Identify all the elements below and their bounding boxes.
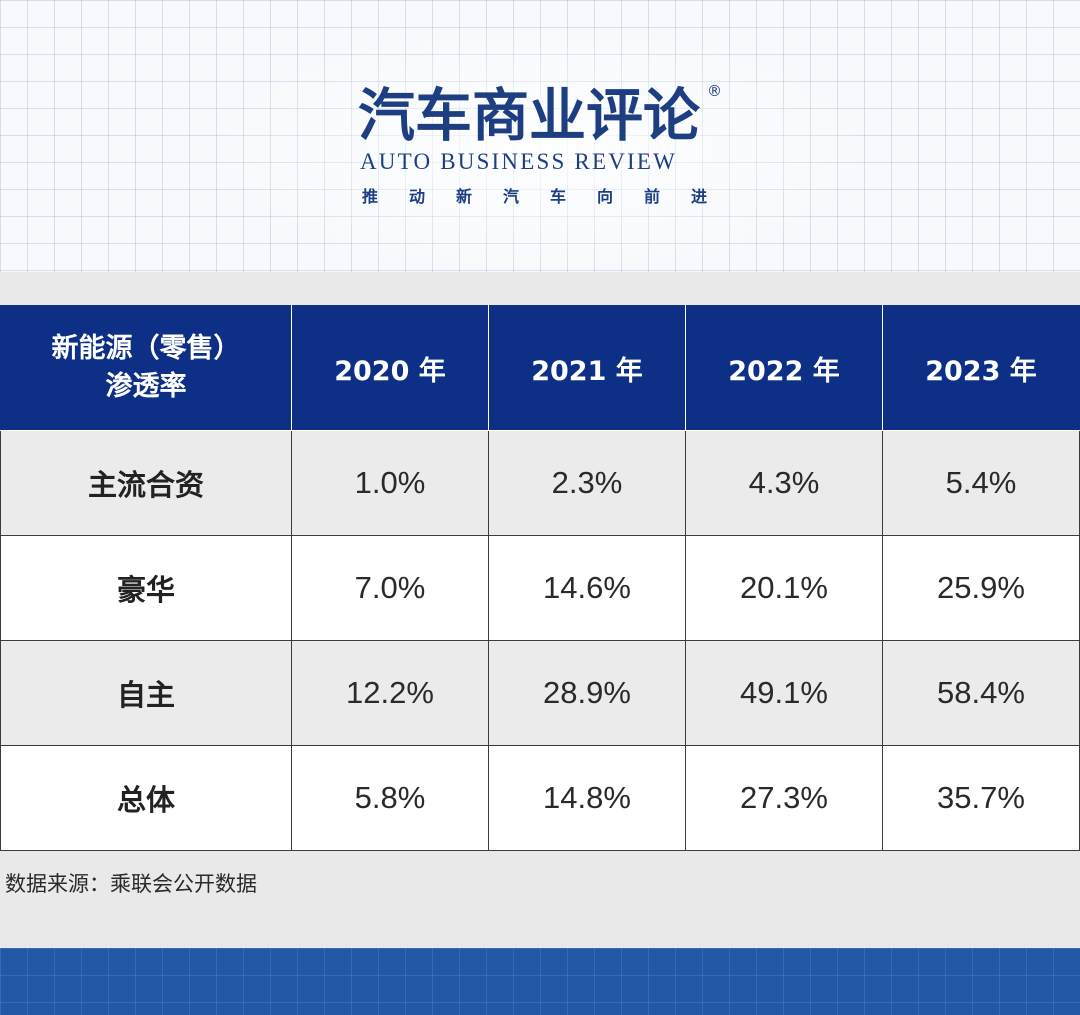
table-cell: 2.3%	[488, 430, 686, 536]
table-cell: 49.1%	[685, 640, 883, 746]
registered-mark: ®	[707, 82, 722, 100]
penetration-table: 新能源（零售） 渗透率 2020 年 2021 年 2022 年 2023 年 …	[0, 305, 1080, 851]
table-cell: 27.3%	[685, 745, 883, 851]
source-note: 数据来源：乘联会公开数据	[5, 872, 257, 896]
table-header-row: 新能源（零售） 渗透率 2020 年 2021 年 2022 年 2023 年	[0, 305, 1080, 431]
header-label-line2: 渗透率	[105, 371, 187, 402]
table-cell: 25.9%	[882, 535, 1080, 641]
header-banner: 汽车商业评论 ® AUTO BUSINESS REVIEW 推动新汽车向前进	[0, 0, 1080, 272]
column-header-2022: 2022 年	[685, 305, 883, 431]
table-cell: 12.2%	[291, 640, 489, 746]
table-cell: 4.3%	[685, 430, 883, 536]
row-label: 自主	[0, 640, 292, 746]
column-header-2021: 2021 年	[488, 305, 686, 431]
logo-english-name: AUTO BUSINESS REVIEW	[360, 149, 678, 174]
table-row-overall: 总体 5.8% 14.8% 27.3% 35.7%	[0, 745, 1080, 851]
header-label-cell: 新能源（零售） 渗透率	[0, 305, 292, 431]
table-cell: 14.6%	[488, 535, 686, 641]
table-cell: 7.0%	[291, 535, 489, 641]
header-label-line1: 新能源（零售）	[51, 333, 241, 364]
table-row-mainstream-jv: 主流合资 1.0% 2.3% 4.3% 5.4%	[0, 430, 1080, 536]
brand-logo: 汽车商业评论 ® AUTO BUSINESS REVIEW 推动新汽车向前进	[340, 80, 740, 220]
table-cell: 35.7%	[882, 745, 1080, 851]
logo-title: 汽车商业评论	[358, 82, 700, 149]
row-label: 主流合资	[0, 430, 292, 536]
table-cell: 14.8%	[488, 745, 686, 851]
table-cell: 5.8%	[291, 745, 489, 851]
table-cell: 1.0%	[291, 430, 489, 536]
row-label: 豪华	[0, 535, 292, 641]
table-cell: 58.4%	[882, 640, 1080, 746]
column-header-2020: 2020 年	[291, 305, 489, 431]
logo-slogan: 推动新汽车向前进	[362, 187, 739, 206]
table-cell: 28.9%	[488, 640, 686, 746]
column-header-2023: 2023 年	[882, 305, 1080, 431]
table-row-luxury: 豪华 7.0% 14.6% 20.1% 25.9%	[0, 535, 1080, 641]
table-cell: 5.4%	[882, 430, 1080, 536]
table-cell: 20.1%	[685, 535, 883, 641]
footer-band	[0, 948, 1080, 1015]
table-row-domestic: 自主 12.2% 28.9% 49.1% 58.4%	[0, 640, 1080, 746]
row-label: 总体	[0, 745, 292, 851]
